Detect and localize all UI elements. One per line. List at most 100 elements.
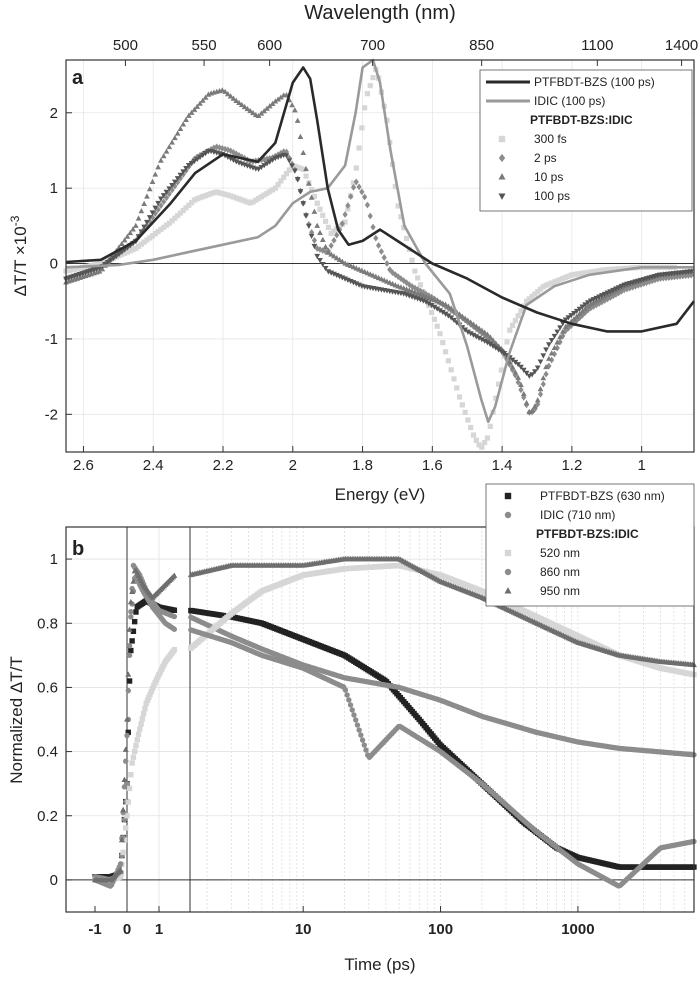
panel-a-data-point: [476, 442, 482, 448]
panel-a-data-point: [456, 394, 463, 400]
panel-a-data-point: [403, 235, 410, 242]
panel-a-data-point: [283, 171, 290, 177]
panel-a-data-point: [110, 255, 117, 261]
panel-a-data-point: [300, 149, 307, 156]
panel-b-x-ticks: -1 0 1 10 100 1000: [88, 906, 595, 938]
panel-a-data-point: [124, 233, 131, 239]
panel-a-data-point: [401, 225, 407, 231]
panel-a-data-point: [548, 350, 555, 356]
panel-a-data-point: [138, 229, 145, 235]
panel-a-data-point: [147, 235, 153, 241]
panel-a-data-point: [613, 266, 619, 272]
panel-a-data-point: [506, 358, 513, 364]
panel-a-data-point: [559, 328, 566, 334]
panel-a-data-point: [264, 190, 270, 196]
panel-a-data-point: [476, 327, 482, 335]
panel-a-data-point: [548, 338, 555, 344]
panel-a-data-point: [158, 196, 164, 202]
panel-b-legend-box: [485, 483, 695, 607]
panel-a-data-point: [264, 155, 270, 163]
panel-a-data-point: [425, 301, 432, 307]
panel-a-data-point: [348, 193, 354, 200]
panel-a-data-point: [451, 317, 457, 324]
panel-a-data-point: [473, 437, 479, 443]
panel-b-data-point: [118, 836, 125, 843]
panel-a-data-point: [132, 222, 139, 228]
panel-a-series-100-ps: [63, 148, 695, 379]
panel-a-data-point: [219, 87, 226, 93]
panel-a-data-point: [177, 172, 184, 178]
panel-a-data-point: [266, 103, 273, 109]
panel-a-data-point: [473, 323, 480, 329]
panel-a-data-point: [512, 359, 519, 366]
panel-a-y-tick-label: 2: [50, 105, 58, 122]
panel-a-data-point: [319, 236, 326, 242]
panel-a-x-tick-label: 1: [637, 457, 645, 474]
panel-a-legend-entry-100-ps: 100 ps: [498, 189, 570, 203]
panel-a-data-point: [331, 253, 337, 259]
panel-a-data-point: [526, 296, 532, 302]
panel-a-data-point: [305, 223, 312, 229]
panel-a-data-point: [579, 270, 585, 276]
panel-a-data-point: [222, 88, 228, 94]
panel-a-data-point: [356, 145, 362, 151]
panel-b-data-point: [129, 638, 135, 644]
panel-a-data-point: [532, 403, 538, 409]
panel-a-data-point: [216, 190, 223, 196]
panel-a-data-point: [465, 417, 471, 423]
panel-a-data-point: [166, 186, 173, 192]
panel-a-data-point: [135, 243, 142, 249]
panel-b-data-point: [171, 613, 178, 620]
panel-a-data-point: [588, 269, 594, 275]
panel-a-data-point: [579, 304, 586, 310]
panel-a-data-point: [311, 243, 318, 250]
panel-a-data-point: [163, 222, 170, 228]
panel-a-legend-entry-10-ps: 10 ps: [498, 170, 563, 184]
panel-a-data-point: [227, 156, 234, 162]
panel-a-data-point: [160, 152, 167, 159]
panel-a-data-point: [188, 160, 195, 167]
panel-a-data-point: [551, 279, 558, 285]
panel-b-data-point: [356, 727, 362, 733]
panel-a-data-point: [392, 271, 398, 278]
panel-a-data-point: [462, 315, 468, 321]
panel-a-data-point: [378, 248, 384, 255]
panel-a-data-point: [146, 215, 153, 221]
panel-a-data-point: [130, 226, 136, 232]
panel-a-data-point: [107, 257, 114, 264]
panel-a-data-point: [116, 251, 122, 257]
panel-a-data-point: [138, 208, 145, 214]
panel-a-data-point: [183, 116, 189, 123]
panel-a-data-point: [585, 300, 591, 306]
panel-a-data-point: [362, 193, 368, 201]
panel-a-data-point: [228, 193, 234, 199]
panel-a-data-point: [185, 162, 192, 169]
panel-a-data-point: [294, 177, 301, 183]
panel-a-data-point: [166, 220, 172, 226]
panel-a-data-point: [442, 301, 449, 307]
panel-a-data-point: [314, 222, 321, 228]
panel-a-data-point: [317, 229, 323, 235]
panel-a-data-point: [191, 106, 198, 112]
panel-a-legend: PTFBDT-BZS (100 ps) IDIC (100 ps) PTFBDT-B…: [479, 69, 693, 212]
panel-a-data-point: [590, 268, 597, 275]
panel-b-data-point: [121, 837, 128, 843]
panel-a-data-point: [568, 272, 574, 278]
panel-b-x-tick-label: 100: [428, 921, 453, 938]
panel-a-x-tick-label: 1.2: [561, 457, 582, 474]
panel-a-data-point: [152, 205, 159, 211]
panel-a-data-point: [300, 166, 306, 172]
panel-b-legend-swatch: [504, 492, 512, 500]
panel-b-data-point: [344, 692, 350, 698]
panel-a-data-point: [484, 435, 491, 441]
panel-b-data-point: [126, 643, 133, 649]
panel-a-data-point: [339, 220, 345, 227]
panel-b-data-point: [361, 742, 367, 748]
panel-a-legend-label: 2 ps: [534, 151, 557, 165]
panel-a-data-point: [507, 327, 513, 333]
panel-a-data-point: [255, 112, 262, 119]
panel-a-data-point: [261, 192, 267, 198]
panel-a-data-point: [183, 166, 189, 172]
panel-b-legend-label: 950 nm: [540, 584, 580, 598]
panel-a-data-point: [272, 185, 278, 191]
